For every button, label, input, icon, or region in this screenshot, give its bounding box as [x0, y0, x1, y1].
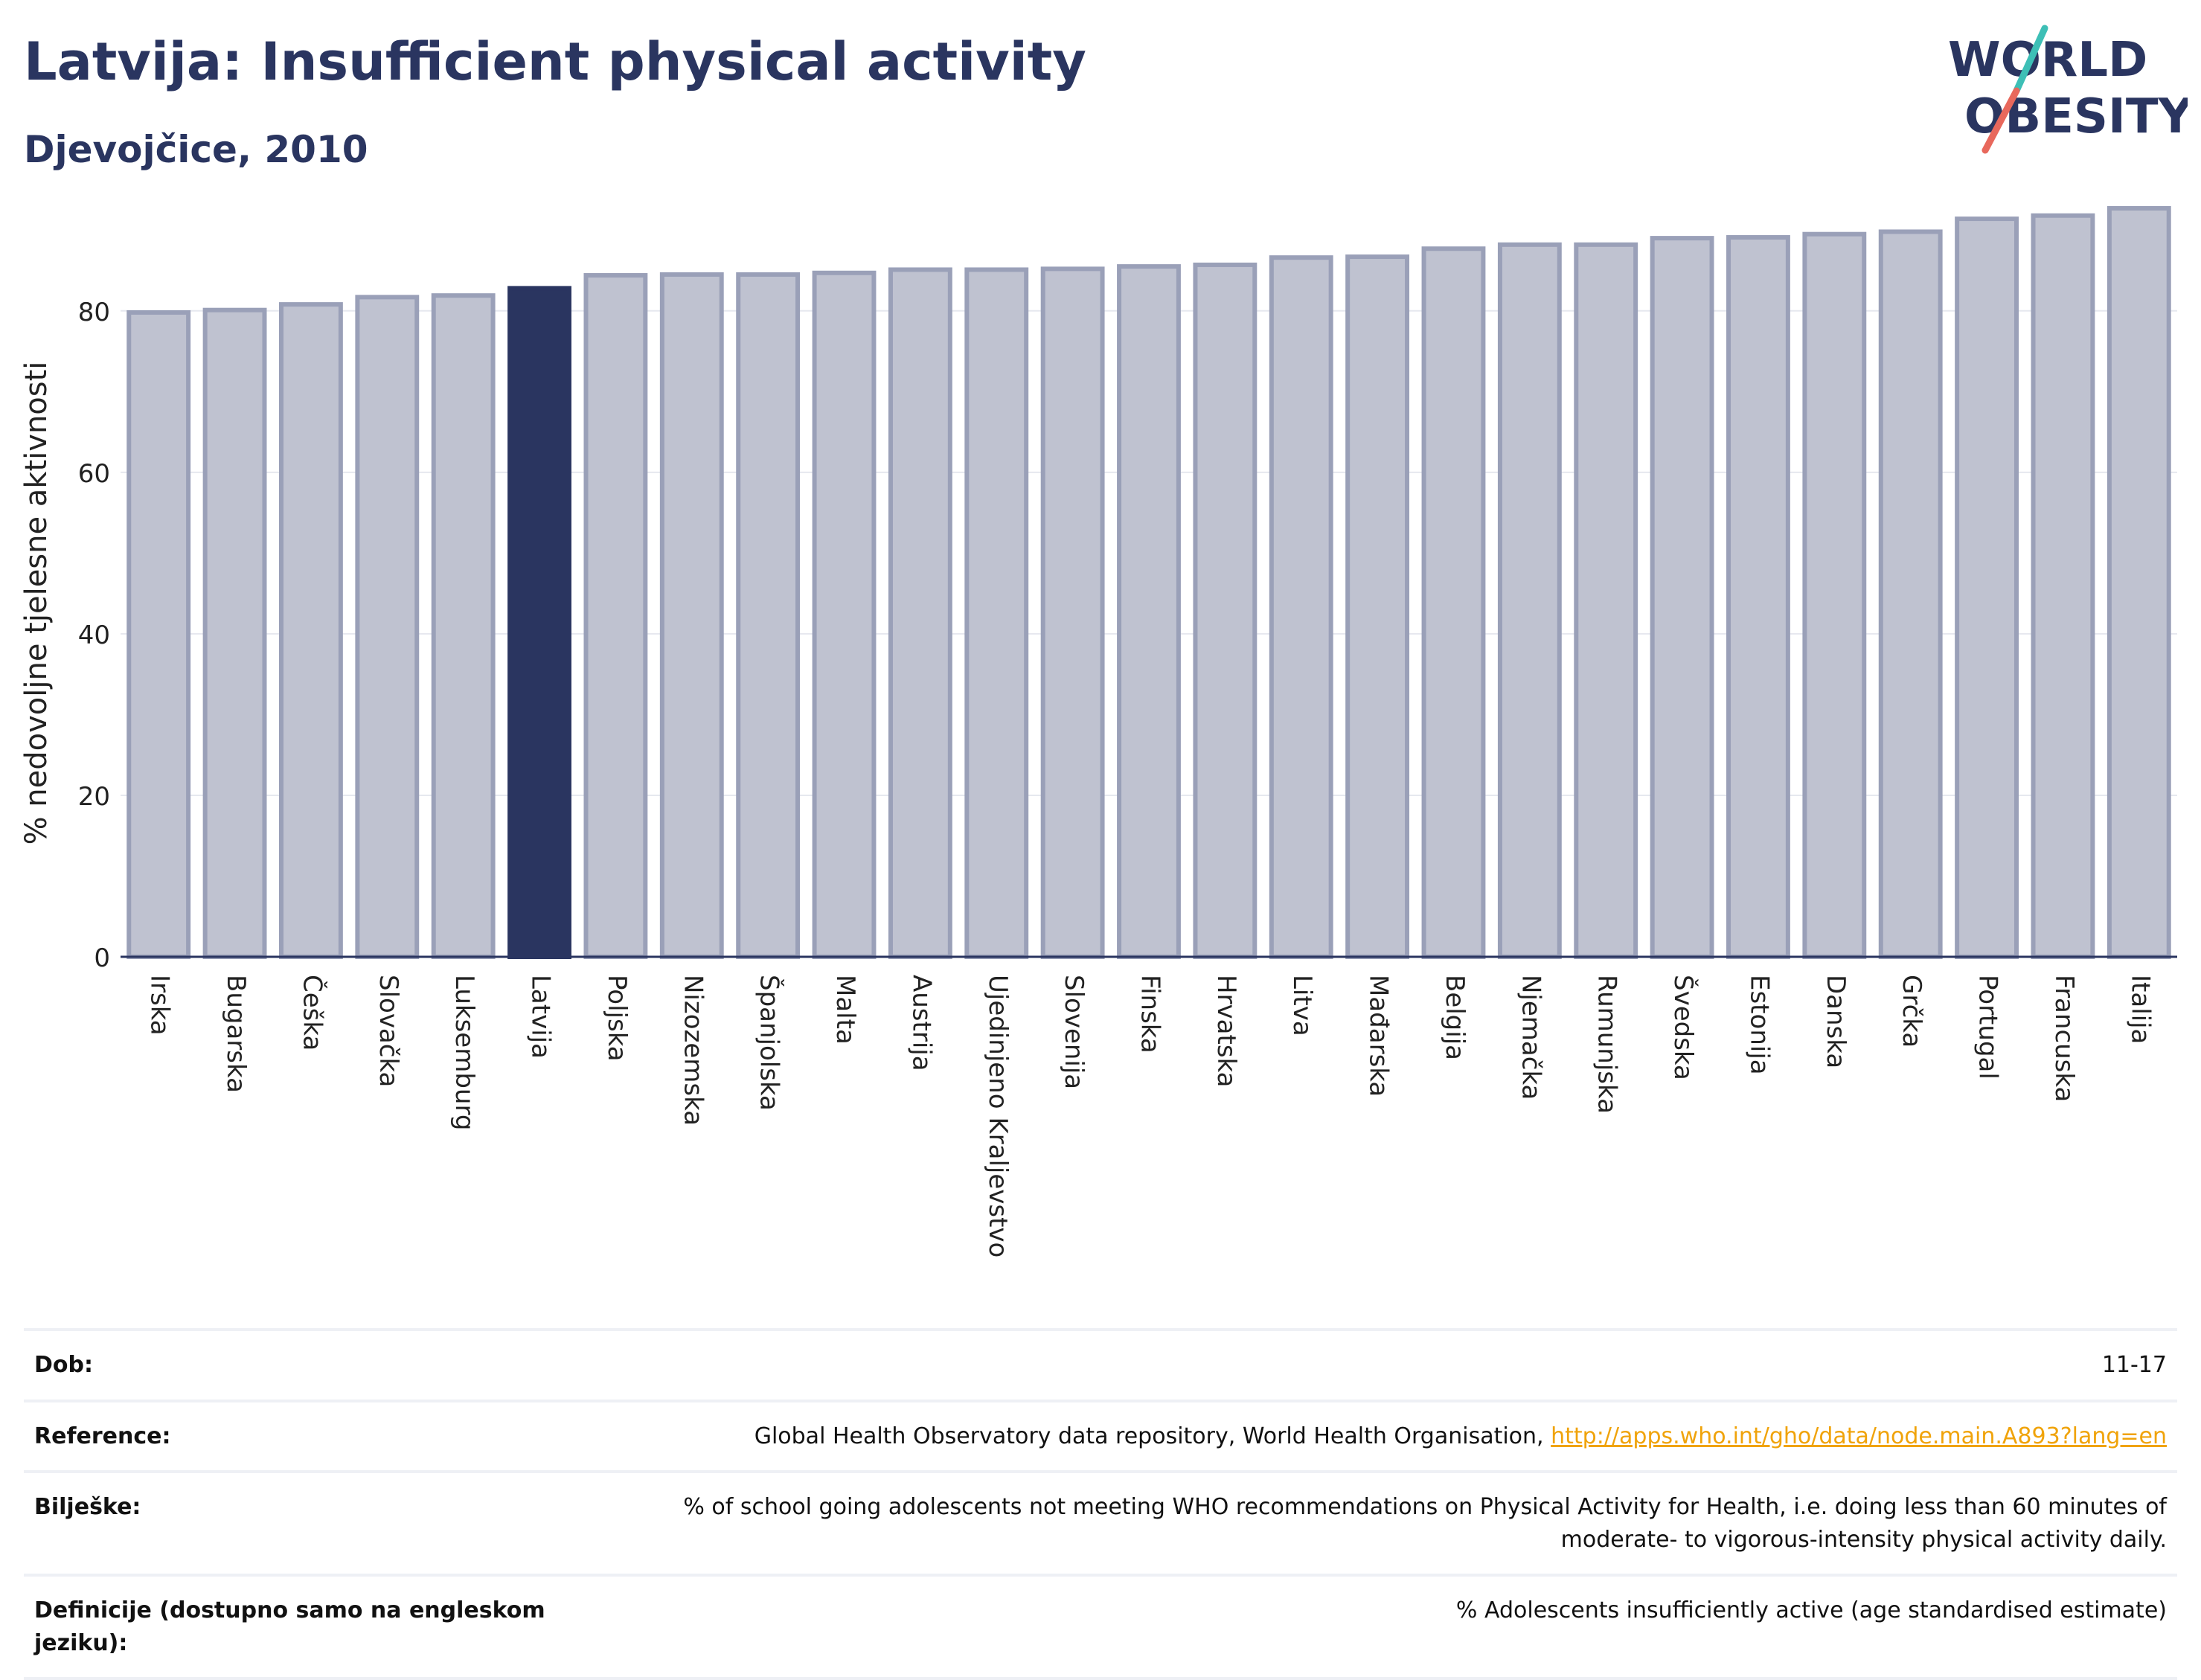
x-tick-label: Estonija [1744, 975, 1774, 1075]
logo-slash-teal [2013, 25, 2048, 94]
info-value-reference: Global Health Observatory data repositor… [566, 1401, 2177, 1472]
bar [1497, 242, 1562, 959]
y-axis-ticks: 0 20 40 60 80 [78, 298, 110, 973]
bar [1040, 266, 1105, 960]
x-tick-label: Danska [1821, 975, 1851, 1068]
bar [888, 267, 952, 959]
info-row-age: Dob: 11-17 [24, 1330, 2177, 1401]
x-tick-label: Njemačka [1516, 975, 1545, 1100]
info-label-definitions: Definicije (dostupno samo na engleskom j… [34, 1597, 545, 1656]
x-tick-label: Finska [1135, 975, 1165, 1054]
info-label-notes: Bilješke: [34, 1494, 141, 1520]
x-tick-label: Rumunjska [1592, 975, 1622, 1114]
info-row-definitions: Definicije (dostupno samo na engleskom j… [24, 1575, 2177, 1679]
bar [1421, 246, 1486, 960]
bar-highlight [507, 286, 571, 959]
x-tick-label: Portugal [1973, 975, 2003, 1080]
x-tick-label: Italija [2125, 975, 2155, 1044]
bar [1650, 236, 1714, 959]
y-tick-label: 20 [78, 782, 110, 812]
x-tick-label: Latvija [526, 975, 556, 1059]
bar [1193, 262, 1258, 960]
x-tick-label: Malta [830, 975, 860, 1045]
bar [1345, 254, 1410, 959]
info-row-reference: Reference: Global Health Observatory dat… [24, 1400, 2177, 1472]
bar [1726, 235, 1790, 959]
x-tick-label: Slovačka [374, 975, 403, 1087]
bar [355, 295, 420, 959]
x-tick-label: Luksemburg [449, 975, 479, 1130]
bar [2107, 205, 2171, 959]
logo-word-world: WORLD [1948, 33, 2147, 88]
x-tick-label: Bugarska [221, 975, 251, 1093]
reference-text: Global Health Observatory data repositor… [754, 1423, 1544, 1449]
page-title: Latvija: Insufficient physical activity [24, 31, 1086, 92]
x-tick-label: Irska [145, 975, 175, 1036]
world-obesity-logo: WORLD OBESITY [1948, 25, 2188, 154]
bar [126, 310, 191, 959]
info-label-age: Dob: [34, 1352, 93, 1378]
bar [1802, 231, 1867, 960]
x-tick-label: Hrvatska [1211, 975, 1241, 1087]
bar [1117, 264, 1181, 960]
x-tick-label: Austrija [906, 975, 936, 1071]
bar [202, 307, 267, 959]
info-table: Dob: 11-17 Reference: Global Health Obse… [24, 1328, 2177, 1680]
x-tick-label: Francuska [2049, 975, 2079, 1102]
x-tick-label: Švedska [1668, 975, 1699, 1080]
x-tick-label: Poljska [602, 975, 632, 1062]
bar [736, 272, 801, 959]
bar [431, 293, 496, 959]
x-tick-label: Nizozemska [678, 975, 708, 1126]
y-tick-label: 60 [78, 459, 110, 489]
bar [659, 272, 724, 959]
info-value-age: 11-17 [2101, 1352, 2167, 1378]
bar [1955, 217, 2019, 960]
x-tick-label: Mađarska [1364, 975, 1394, 1097]
page-subtitle: Djevojčice, 2010 [24, 128, 368, 171]
x-tick-label: Belgija [1440, 975, 1470, 1060]
x-axis-ticks: Irska Bugarska Češka Slovačka Luksemburg Latv… [145, 975, 2156, 1257]
bar [964, 267, 1029, 959]
bar [583, 273, 648, 959]
info-value-notes: % of school going adolescents not meetin… [683, 1494, 2167, 1553]
y-tick-label: 40 [78, 621, 110, 650]
info-value-definitions: % Adolescents insufficiently active (age… [1455, 1597, 2167, 1623]
y-tick-label: 0 [94, 943, 110, 973]
x-tick-label: Grčka [1897, 975, 1926, 1048]
x-tick-label: Španjolska [755, 975, 785, 1111]
info-label-reference: Reference: [34, 1423, 171, 1449]
bar [1878, 229, 1943, 960]
x-tick-label: Češka [297, 975, 327, 1051]
y-axis-label: % nedovoljne tjelesne aktivnosti [19, 362, 54, 845]
x-tick-label: Slovenija [1059, 975, 1089, 1089]
bar [1269, 255, 1333, 959]
bar [1574, 242, 1638, 959]
y-tick-label: 80 [78, 298, 110, 327]
reference-link[interactable]: http://apps.who.int/gho/data/node.main.A… [1551, 1423, 2167, 1449]
bar [279, 302, 343, 959]
x-tick-label: Litva [1287, 975, 1317, 1036]
bar [2031, 213, 2095, 960]
bars [126, 205, 2171, 960]
x-tick-label: Ujedinjeno Kraljevstvo [983, 975, 1013, 1257]
info-row-notes: Bilješke: % of school going adolescents … [24, 1472, 2177, 1575]
logo-slash-coral [1981, 87, 2020, 154]
bar [812, 270, 877, 959]
bar-chart: 0 20 40 60 80 Irska Bugarska Češka Slovačka Luks… [19, 205, 2177, 1257]
